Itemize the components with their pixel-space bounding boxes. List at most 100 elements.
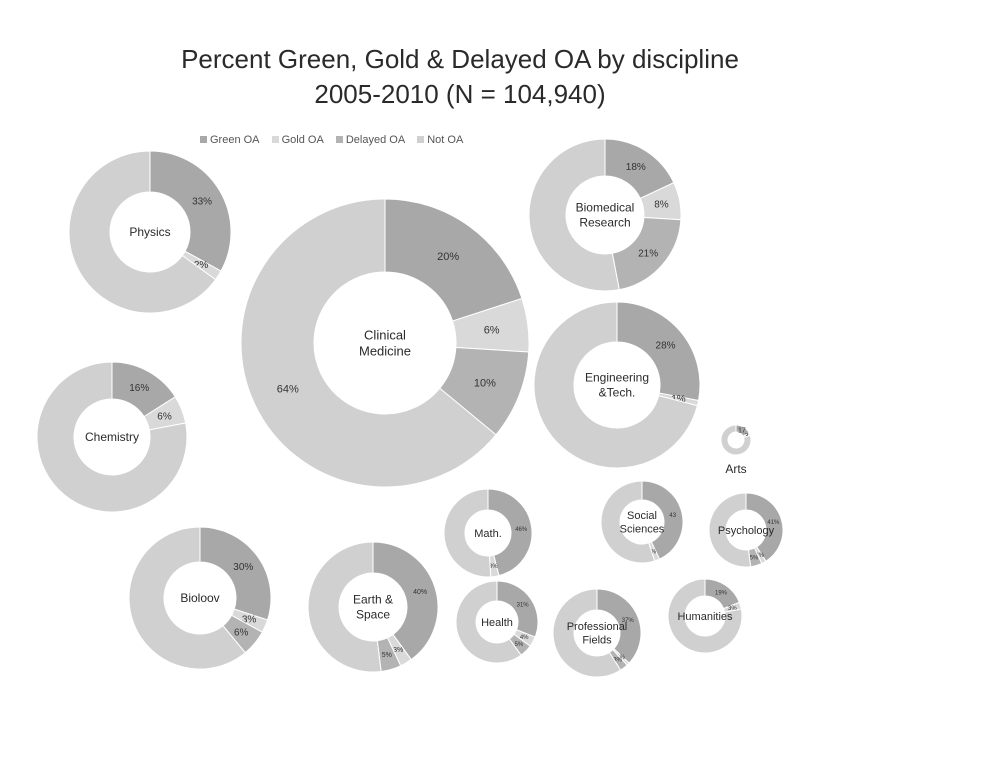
slice-earth-space-green-oa bbox=[372, 541, 439, 661]
data-label-humanities-green-oa: 19% bbox=[715, 591, 728, 597]
donut-professional-fields: 37% 1%3% Professional Fields bbox=[552, 588, 642, 678]
data-label-biology-green-oa: 30% bbox=[233, 562, 253, 573]
data-label-biomedical-research-green-oa: 18% bbox=[626, 162, 646, 173]
data-label-professional-fields-delayed-oa: 3% bbox=[613, 658, 622, 664]
legend-swatch-gold-oa bbox=[271, 136, 279, 143]
data-label-physics-green-oa: 33% bbox=[192, 197, 212, 208]
category-label-professional-fields: Fields bbox=[582, 635, 612, 647]
data-label-psychology-gold-oa: 2% bbox=[755, 553, 764, 559]
slice-engineering-tech-green-oa bbox=[616, 301, 701, 402]
data-label-social-sciences-green-oa: 43 bbox=[669, 513, 676, 519]
slice-math-not-oa bbox=[443, 488, 492, 578]
data-label-earth-space-delayed-oa: 5% bbox=[382, 652, 392, 659]
slice-social-sciences-green-oa bbox=[641, 480, 684, 560]
data-label-humanities-gold-oa: 3% bbox=[728, 606, 737, 612]
category-label-biology: Bioloov bbox=[180, 591, 219, 605]
category-label-social-sciences: Sciences bbox=[620, 524, 665, 536]
data-label-chemistry-green-oa: 16% bbox=[129, 383, 149, 394]
data-label-psychology-green-oa: 41% bbox=[767, 520, 780, 526]
chart-title: Percent Green, Gold & Delayed OA by disc… bbox=[181, 44, 739, 74]
slice-physics-not-oa bbox=[68, 150, 217, 314]
slice-professional-fields-not-oa bbox=[552, 588, 622, 678]
category-label-engineering-tech: &Tech. bbox=[599, 386, 636, 400]
slice-engineering-tech-not-oa bbox=[533, 301, 699, 469]
data-label-biomedical-research-gold-oa: 8% bbox=[654, 200, 669, 211]
donut-engineering-tech: 28% 1% Engineering&Tech. bbox=[533, 301, 701, 469]
category-label-chemistry: Chemistry bbox=[85, 430, 139, 444]
legend-swatch-green-oa bbox=[200, 136, 207, 143]
category-label-health: Health bbox=[481, 617, 513, 629]
legend-label-gold-oa: Gold OA bbox=[281, 134, 324, 146]
legend-label-delayed-oa: Delayed OA bbox=[345, 134, 406, 146]
category-label-humanities: Humanities bbox=[677, 611, 733, 623]
data-label-biology-gold-oa: 3% bbox=[242, 615, 257, 626]
donut-biology: 30% 3% 6% Bioloov bbox=[128, 526, 272, 670]
data-label-clinical-medicine-delayed-oa: 10% bbox=[474, 377, 496, 389]
legend-swatch-delayed-oa bbox=[335, 136, 343, 143]
data-label-arts-green-oa: 17 bbox=[738, 428, 746, 435]
data-label-clinical-medicine-green-oa: 20% bbox=[437, 251, 459, 263]
donut-psychology: 41% 2%5% Psychology bbox=[708, 492, 784, 568]
chart-subtitle: 2005-2010 (N = 104,940) bbox=[314, 79, 606, 109]
legend-item-green-oa: Green OA bbox=[200, 134, 260, 146]
data-label-clinical-medicine-not-oa: 64% bbox=[277, 384, 299, 396]
slice-chemistry-not-oa bbox=[36, 361, 188, 513]
data-label-biology-delayed-oa: 6% bbox=[234, 628, 249, 639]
legend-swatch-not-oa bbox=[417, 136, 425, 143]
category-label-math: Math. bbox=[474, 528, 502, 540]
data-label-health-green-oa: 31% bbox=[517, 603, 530, 609]
data-label-professional-fields-gold-oa: 1% bbox=[616, 655, 625, 661]
donut-social-sciences: 43% Social Sciences bbox=[600, 480, 684, 564]
data-label-chemistry-gold-oa: 6% bbox=[157, 412, 172, 423]
data-label-engineering-tech-gold-oa: 1% bbox=[671, 394, 686, 405]
slice-arts-not-oa bbox=[720, 424, 752, 456]
category-label-biomedical-research: Research bbox=[579, 216, 630, 230]
data-label-psychology-delayed-oa: 5% bbox=[750, 555, 759, 561]
category-label-earth-space: Space bbox=[356, 608, 390, 622]
category-label-physics: Physics bbox=[129, 225, 170, 239]
data-label-health-gold-oa: 4% bbox=[520, 635, 529, 641]
donut-earth-space: 40% 3%5% Earth &Space bbox=[307, 541, 439, 673]
category-label-engineering-tech: Engineering bbox=[585, 371, 649, 385]
slice-biomedical-research-not-oa bbox=[528, 138, 620, 292]
donut-physics: 33% 2% Physics bbox=[68, 150, 232, 314]
donut-arts: 173Arts bbox=[720, 424, 752, 476]
legend-label-green-oa: Green OA bbox=[210, 134, 260, 146]
slice-psychology-not-oa bbox=[708, 492, 752, 568]
category-label-clinical-medicine: Clinical bbox=[364, 327, 406, 342]
data-label-earth-space-gold-oa: 3% bbox=[393, 647, 403, 654]
slice-math-green-oa bbox=[487, 488, 533, 577]
slice-earth-space-not-oa bbox=[307, 541, 382, 673]
data-label-physics-gold-oa: 2% bbox=[194, 260, 209, 271]
chart-title-block: Percent Green, Gold & Delayed OA by disc… bbox=[0, 42, 920, 112]
donut-health: 31% 4%5% Health bbox=[455, 580, 539, 664]
category-label-earth-space: Earth & bbox=[353, 593, 393, 607]
data-label-clinical-medicine-gold-oa: 6% bbox=[484, 324, 500, 336]
legend-item-not-oa: Not OA bbox=[417, 134, 463, 146]
donut-humanities: 19% 3%Humanities bbox=[667, 578, 743, 654]
data-label-health-delayed-oa: 5% bbox=[515, 642, 524, 648]
legend-item-gold-oa: Gold OA bbox=[271, 134, 324, 146]
category-label-social-sciences: Social bbox=[627, 510, 657, 522]
data-label-math-gold-oa: 3% bbox=[489, 564, 498, 570]
data-label-earth-space-green-oa: 40% bbox=[413, 589, 427, 596]
category-label-biomedical-research: Biomedical bbox=[576, 201, 635, 215]
data-label-professional-fields-green-oa: 37% bbox=[622, 618, 635, 624]
category-label-clinical-medicine: Medicine bbox=[359, 344, 411, 359]
donut-clinical-medicine: 20% 6% 10% 64% Clinical Medicine bbox=[240, 198, 530, 488]
data-label-math-green-oa: 46% bbox=[515, 527, 528, 533]
donut-chemistry: 16% 6% Chemistry bbox=[36, 361, 188, 513]
legend-label-not-oa: Not OA bbox=[427, 134, 464, 146]
slice-humanities-not-oa bbox=[667, 578, 743, 654]
slice-psychology-green-oa bbox=[745, 492, 784, 562]
chart-legend: Green OA Gold OA Delayed OA Not OA bbox=[200, 134, 472, 146]
slice-professional-fields-green-oa bbox=[596, 588, 642, 664]
data-label-engineering-tech-green-oa: 28% bbox=[656, 340, 676, 351]
legend-item-delayed-oa: Delayed OA bbox=[335, 134, 406, 146]
slice-biology-not-oa bbox=[128, 526, 246, 670]
category-label-arts: Arts bbox=[725, 462, 746, 476]
category-label-professional-fields: Professional bbox=[567, 621, 628, 633]
data-label-biomedical-research-delayed-oa: 21% bbox=[638, 249, 658, 260]
